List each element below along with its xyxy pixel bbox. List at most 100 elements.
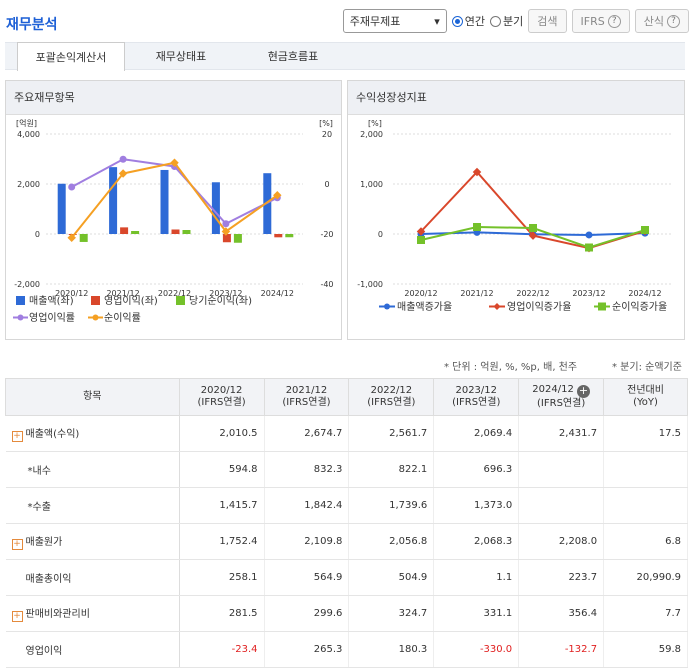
radio-annual[interactable]: 연간 (451, 13, 485, 29)
statement-select[interactable]: 주재무제표 ▾ (342, 9, 447, 33)
page-title: 재무분석 (6, 17, 58, 33)
header-item: 항목 (5, 378, 180, 416)
expand-plus-icon[interactable]: + (11, 431, 23, 442)
x-tick: 2023/12 (572, 289, 605, 298)
yoy-cell (603, 487, 688, 524)
legend-label: 순이익률 (104, 312, 141, 324)
line-point (119, 155, 127, 163)
legend-label: 매출액(좌) (29, 295, 74, 307)
row-label-text: 매출액(수익) (25, 429, 80, 440)
line-point (273, 191, 282, 200)
tab-income-statement[interactable]: 포괄손익계산서 (17, 42, 125, 71)
value-cell: 2,674.7 (264, 415, 350, 452)
table-row: + 매출액(수익) 2,010.5 2,674.7 2,561.7 2,069.4 2,43… (5, 415, 688, 452)
row-label[interactable]: + 매출원가 (5, 523, 180, 560)
search-button[interactable]: 검색 (528, 9, 567, 33)
bar-1 (222, 234, 231, 243)
bar-1 (274, 234, 283, 238)
quarter-note: * 분기: 순액기준 (612, 362, 682, 373)
value-cell: 331.1 (433, 595, 520, 632)
row-label-text: 매출총이익 (25, 574, 72, 585)
line-point (416, 227, 426, 236)
question-icon: ? (667, 14, 680, 28)
value-cell: 2,208.0 (518, 523, 605, 560)
row-label-text: 매출원가 (25, 537, 63, 548)
legend-label: 순이익증가율 (612, 301, 667, 313)
line-series-1 (70, 161, 278, 239)
value-cell: 281.5 (179, 595, 265, 632)
header-period: 2021/12 (IFRS연결) (263, 378, 350, 416)
y-tick: 2,000 (360, 130, 383, 139)
legend-label: 영업이익률 (29, 311, 75, 324)
legend-swatch (91, 296, 100, 305)
value-cell: 2,561.7 (348, 415, 435, 452)
header-yoy: 전년대비 (YoY) (603, 378, 688, 416)
y-axis-left-label: [억원] (16, 118, 37, 128)
bar-2 (131, 231, 140, 234)
value-cell: 223.7 (518, 559, 605, 596)
row-label: *수출 (5, 487, 180, 524)
x-tick: 2022/12 (158, 289, 191, 298)
row-label: *내수 (5, 451, 180, 488)
y-tick-right: 20 (322, 130, 332, 139)
main-items-panel: 주요재무항목 [억원] [%] 4,000 20 2,000 0 0 -20 -2,000 -40… (5, 80, 342, 340)
table-row: 매출총이익 258.1 564.9 504.9 1.1 223.7 20,990.9 (5, 559, 688, 596)
bar-1 (68, 234, 77, 235)
legend-swatch (16, 296, 25, 305)
x-tick: 2023/12 (209, 289, 242, 298)
question-icon: ? (607, 14, 621, 28)
tab-balance-sheet[interactable]: 재무상태표 (155, 50, 207, 63)
line-point (221, 227, 231, 236)
yoy-cell (603, 451, 688, 488)
value-cell: 696.3 (433, 451, 520, 488)
table-row: + 매출원가 1,752.4 2,109.8 2,056.8 2,068.3 2,208.0… (5, 523, 688, 560)
bar-2 (285, 234, 294, 238)
tab-cash-flow[interactable]: 현금흐름표 (267, 50, 319, 63)
legend-swatch (92, 314, 99, 321)
statement-tabs: 포괄손익계산서 재무상태표 현금흐름표 (5, 42, 685, 71)
ifrs-help-button[interactable]: IFRS ? (571, 9, 630, 33)
bar-2 (233, 234, 242, 243)
bar-2 (79, 234, 88, 242)
row-label-text: *수출 (27, 502, 51, 513)
statement-select-value: 주재무제표 (349, 15, 401, 28)
header-period: 2020/12 (IFRS연결) (178, 378, 265, 416)
x-tick: 2024/12 (261, 289, 294, 298)
value-cell: 504.9 (348, 559, 435, 596)
bar-0 (57, 183, 66, 234)
y-tick-left: 2,000 (17, 180, 40, 189)
row-label[interactable]: + 판매비와관리비 (5, 595, 180, 632)
value-cell: 2,109.8 (264, 523, 350, 560)
radio-quarter[interactable]: 분기 (490, 13, 523, 29)
table-header-row: 항목 2020/12 (IFRS연결) 2021/12 (IFRS연결) 2022/… (5, 378, 688, 416)
line-point (585, 243, 593, 252)
growth-title: 수익성장성지표 (348, 81, 684, 115)
add-column-icon[interactable]: + (577, 384, 590, 398)
line-point (472, 167, 482, 177)
expand-plus-icon[interactable]: + (11, 539, 23, 550)
y-tick: 0 (378, 230, 383, 239)
table-row: *수출 1,415.7 1,842.4 1,739.6 1,373.0 (5, 487, 688, 524)
y-tick-right: -20 (320, 230, 333, 239)
y-tick: -1,000 (357, 280, 383, 289)
value-cell: 1.1 (433, 559, 520, 596)
line-point (473, 223, 481, 231)
expand-plus-icon[interactable]: + (11, 611, 23, 622)
line-point (417, 236, 425, 244)
y-axis-label: [%] (368, 119, 382, 128)
legend-label: 매출액증가율 (397, 301, 452, 313)
calc-help-button[interactable]: 산식 ? (634, 9, 689, 33)
bar-0 (160, 169, 169, 234)
line-point (222, 220, 230, 228)
row-label[interactable]: + 매출액(수익) (5, 415, 180, 452)
value-cell: 2,056.8 (348, 523, 435, 560)
unit-note: * 단위 : 억원, %, %p, 배, 천주 (444, 362, 578, 373)
row-label-text: 판매비와관리비 (25, 609, 90, 620)
row-label-text: *내수 (27, 466, 51, 477)
x-tick: 2022/12 (516, 289, 549, 298)
bar-0 (211, 182, 220, 234)
legend-swatch (493, 302, 501, 311)
x-tick: 2021/12 (106, 289, 139, 298)
bar-1 (171, 229, 180, 234)
yoy-cell: 20,990.9 (603, 559, 688, 596)
